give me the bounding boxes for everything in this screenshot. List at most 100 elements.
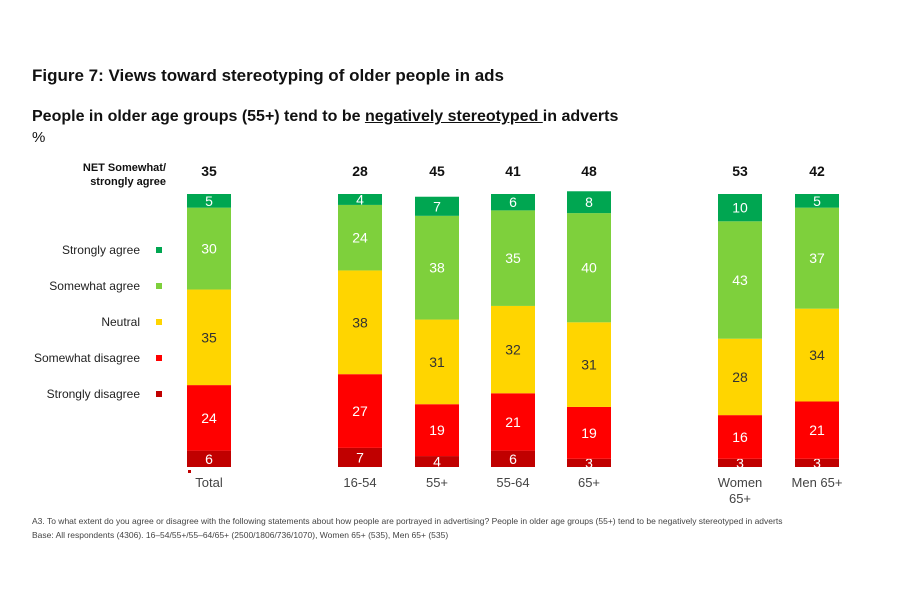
net-value-65: 48 <box>581 163 597 179</box>
legend-swatch-strongly-disagree <box>156 391 162 397</box>
data-label-somewhat-agree-men-65: 37 <box>809 250 825 266</box>
footnote-base: Base: All respondents (4306). 16–54/55+/… <box>32 530 449 540</box>
bar-segment-somewhat-agree-16-54 <box>338 204 382 271</box>
data-label-strongly-agree-men-65: 5 <box>813 193 821 209</box>
data-label-strongly-agree-women-65: 10 <box>732 200 748 216</box>
net-value-women-65: 53 <box>732 163 748 179</box>
data-label-strongly-agree-55-64: 6 <box>509 194 517 210</box>
bar-segment-somewhat-agree-total <box>187 207 231 290</box>
data-label-neutral-65: 31 <box>581 357 597 373</box>
bar-segment-somewhat-agree-men-65 <box>795 207 839 309</box>
category-label-55-64: 55-64 <box>496 475 529 490</box>
data-label-somewhat-agree-total: 30 <box>201 241 217 257</box>
net-value-men-65: 42 <box>809 163 825 179</box>
legend-label-neutral: Neutral <box>101 315 140 329</box>
bar-segment-strongly-agree-65 <box>567 191 611 214</box>
data-label-somewhat-disagree-16-54: 27 <box>352 403 368 419</box>
bar-segment-somewhat-disagree-total <box>187 385 231 451</box>
legend-swatch-somewhat-agree <box>156 283 162 289</box>
bar-segment-somewhat-disagree-women-65 <box>718 415 762 459</box>
bar-segment-somewhat-agree-55-64 <box>491 210 535 306</box>
data-label-somewhat-disagree-total: 24 <box>201 410 217 426</box>
data-label-somewhat-disagree-55: 19 <box>429 422 445 438</box>
unit-label: % <box>32 129 46 146</box>
data-label-strongly-disagree-women-65: 3 <box>736 455 744 471</box>
data-label-somewhat-agree-16-54: 24 <box>352 230 368 246</box>
net-value-55-64: 41 <box>505 163 521 179</box>
data-label-neutral-total: 35 <box>201 329 217 345</box>
bar-segment-strongly-disagree-men-65 <box>795 458 839 467</box>
data-label-neutral-16-54: 38 <box>352 314 368 330</box>
bar-segment-somewhat-disagree-16-54 <box>338 374 382 448</box>
category-label-16-54: 16-54 <box>343 475 376 490</box>
bar-segment-strongly-disagree-16-54 <box>338 447 382 467</box>
legend-label-somewhat-disagree: Somewhat disagree <box>33 351 140 365</box>
legend-label-strongly-disagree: Strongly disagree <box>46 387 140 401</box>
bar-segment-strongly-agree-55 <box>415 196 459 216</box>
bar-segment-somewhat-agree-55 <box>415 215 459 320</box>
data-label-strongly-agree-16-54: 4 <box>356 191 364 207</box>
bar-segment-somewhat-disagree-55 <box>415 404 459 457</box>
data-label-neutral-men-65: 34 <box>809 347 825 363</box>
category-label-total: Total <box>195 475 223 490</box>
data-label-neutral-55-64: 32 <box>505 342 521 358</box>
category-label-women-65-line2: 65+ <box>729 491 751 506</box>
data-label-strongly-disagree-total: 6 <box>205 451 213 467</box>
bar-segment-strongly-disagree-total <box>187 450 231 467</box>
bar-segment-strongly-agree-women-65 <box>718 194 762 222</box>
bar-segment-strongly-agree-men-65 <box>795 194 839 208</box>
bar-segment-strongly-agree-16-54 <box>338 194 382 205</box>
bar-segment-neutral-55-64 <box>491 305 535 394</box>
net-agree-label-line2: strongly agree <box>90 176 166 188</box>
net-value-55: 45 <box>429 163 445 179</box>
legend-label-somewhat-agree: Somewhat agree <box>49 279 140 293</box>
data-label-somewhat-disagree-women-65: 16 <box>732 429 748 445</box>
bar-segment-somewhat-disagree-men-65 <box>795 401 839 459</box>
bar-segment-strongly-disagree-women-65 <box>718 458 762 467</box>
figure-title: Figure 7: Views toward stereotyping of o… <box>32 66 504 85</box>
net-agree-label-line1: NET Somewhat/ <box>82 162 166 174</box>
data-label-somewhat-disagree-55-64: 21 <box>505 414 521 430</box>
bar-segment-strongly-agree-55-64 <box>491 194 535 211</box>
category-label-65: 65+ <box>578 475 600 490</box>
legend-swatch-strongly-agree <box>156 247 162 253</box>
data-label-strongly-disagree-55-64: 6 <box>509 451 517 467</box>
data-label-strongly-disagree-65: 3 <box>585 455 593 471</box>
bar-segment-neutral-55 <box>415 319 459 405</box>
bar-segment-strongly-disagree-65 <box>567 458 611 467</box>
net-value-16-54: 28 <box>352 163 368 179</box>
bar-segment-neutral-women-65 <box>718 338 762 416</box>
net-value-total: 35 <box>201 163 217 179</box>
bar-segment-neutral-men-65 <box>795 308 839 402</box>
data-label-somewhat-agree-65: 40 <box>581 260 597 276</box>
bar-segment-strongly-disagree-55 <box>415 456 459 467</box>
data-label-somewhat-agree-55-64: 35 <box>505 250 521 266</box>
data-label-strongly-disagree-16-54: 7 <box>356 449 364 465</box>
data-label-somewhat-disagree-65: 19 <box>581 425 597 441</box>
subtitle-underlined: negatively stereotyped <box>364 108 543 125</box>
bar-segment-strongly-disagree-55-64 <box>491 450 535 467</box>
bar-segment-neutral-total <box>187 289 231 386</box>
bar-segment-neutral-16-54 <box>338 270 382 375</box>
category-label-men-65: Men 65+ <box>792 475 843 490</box>
legend-swatch-somewhat-disagree <box>156 355 162 361</box>
bar-segment-somewhat-agree-women-65 <box>718 221 762 339</box>
footnote-question: A3. To what extent do you agree or disag… <box>32 516 783 526</box>
data-label-neutral-55: 31 <box>429 354 445 370</box>
bar-segment-neutral-65 <box>567 322 611 407</box>
bar-segment-somewhat-agree-65 <box>567 213 611 323</box>
legend-label-strongly-agree: Strongly agree <box>61 243 140 257</box>
subtitle-pre: People in older age groups (55+) tend to… <box>32 108 365 125</box>
chart-subtitle: People in older age groups (55+) tend to… <box>32 108 618 126</box>
legend-swatch-neutral <box>156 319 162 325</box>
bar-segment-somewhat-disagree-65 <box>567 406 611 459</box>
source-marker <box>188 470 191 473</box>
data-label-strongly-agree-55: 7 <box>433 198 441 214</box>
data-label-somewhat-agree-55: 38 <box>429 260 445 276</box>
category-label-55: 55+ <box>426 475 448 490</box>
data-label-strongly-agree-total: 5 <box>205 193 213 209</box>
bar-segment-strongly-agree-total <box>187 194 231 208</box>
data-label-somewhat-agree-women-65: 43 <box>732 272 748 288</box>
category-label-women-65-line1: Women <box>718 475 763 490</box>
